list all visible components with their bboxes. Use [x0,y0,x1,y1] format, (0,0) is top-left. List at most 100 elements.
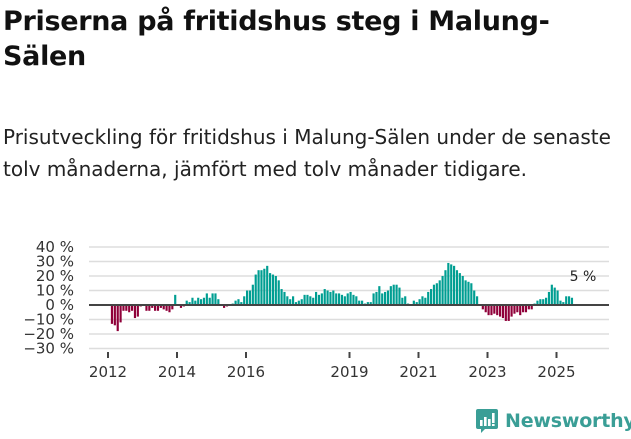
bar [162,305,165,310]
bar [349,291,352,305]
bar [317,294,321,305]
bar [254,274,257,305]
bar [128,305,131,313]
bar [257,270,260,305]
bar [200,299,203,305]
bar [119,305,122,323]
bar [484,305,487,313]
bar [496,305,499,316]
bar [136,305,139,317]
bar [289,299,292,305]
bar [165,305,168,311]
bar [539,299,542,305]
bar [237,299,240,305]
bar [476,296,479,305]
bar [297,300,300,305]
bar [501,305,505,319]
bar [404,296,407,305]
bar [168,305,171,313]
y-tick-label: −10 % [23,311,74,329]
bar [527,305,530,310]
bar [565,296,568,305]
bar-chart: 40 %30 %20 %10 %0 %−10 %−20 %−30 % 2012 2… [23,238,609,381]
chart-title: Priserna på fritidshus steg i Malung-Säl… [3,6,550,72]
bar [217,299,220,305]
bar [464,280,467,305]
bar [556,290,559,305]
bar [156,305,160,311]
bars [110,262,574,332]
bar [251,284,254,305]
bar [211,293,214,305]
bar [559,300,562,305]
bar [355,296,358,305]
bar [343,296,346,305]
bar [542,299,545,305]
x-tick-label: 2014 [158,363,196,381]
bar [461,276,464,305]
bar [499,305,502,317]
bar [145,305,148,311]
bar [438,280,441,305]
bar [248,290,252,305]
bar [392,284,395,305]
y-tick-label: −20 % [23,325,74,343]
bar [234,300,237,305]
bar [432,284,436,305]
bar [110,305,114,324]
bar [154,305,157,311]
bar [246,290,249,305]
bar [194,300,197,305]
bar [384,291,387,305]
bar [504,305,507,321]
y-tick-label: 10 % [36,282,74,300]
newsworthy-logo: Newsworthy [475,408,631,434]
bar [375,291,378,305]
bar [530,305,533,310]
bar [453,265,456,305]
bar [545,297,548,305]
bar [516,305,519,313]
y-axis-labels: 40 %30 %20 %10 %0 %−10 %−20 %−30 % [23,238,74,358]
bar [185,300,188,305]
bar [524,305,528,313]
x-tick-label: 2025 [537,363,575,381]
bar [191,297,194,305]
bar [271,274,275,305]
bar [122,305,125,311]
gridlines [89,246,609,350]
bar [522,305,525,313]
bar [441,276,444,305]
bar [303,294,306,305]
bar [369,302,372,305]
bar [329,291,332,305]
bar [519,305,522,316]
bar-chart-speech-bubble-icon [476,409,498,433]
y-tick-label: −30 % [23,340,74,358]
bar [260,270,263,305]
bar [125,305,128,311]
bar [300,299,303,305]
bar [340,294,344,305]
bar [151,305,154,308]
bar [412,300,415,305]
bar [458,273,461,305]
bar [430,289,433,305]
bar [269,273,272,305]
bar [421,296,424,305]
bar [401,297,404,305]
bar [395,284,398,305]
bar [493,305,496,314]
bar [197,297,200,305]
bar [243,296,246,305]
bar [335,293,338,305]
bar [547,291,551,305]
bar [490,305,493,316]
bar [550,284,553,305]
bar [214,293,217,305]
bar [240,302,243,305]
bar [338,293,341,305]
bar [320,293,323,305]
last-value-annotation: 5 % [570,269,597,285]
bar [435,283,438,305]
